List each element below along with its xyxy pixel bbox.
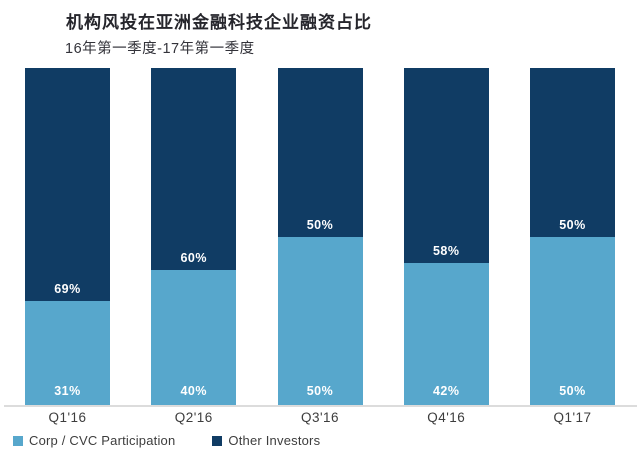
chart-title: 机构风投在亚洲金融科技企业融资占比: [66, 13, 372, 32]
stacked-bar: 50% 50%: [277, 68, 363, 405]
stacked-bar: 50% 50%: [530, 68, 615, 405]
segment-value-label: 58%: [432, 244, 460, 258]
plot-area: 69% 31% 60% 40% 50% 50% 58% 42% 50% 50%: [0, 68, 640, 407]
legend-swatch-icon: [212, 435, 223, 446]
legend-item: Other Investors: [212, 433, 320, 448]
x-axis-line: [4, 405, 637, 407]
segment-other-investors: 50%: [530, 68, 615, 237]
segment-corp-cvc: 42%: [403, 263, 489, 405]
chart-subtitle: 16年第一季度-17年第一季度: [65, 41, 255, 57]
segment-value-label: 50%: [559, 384, 586, 398]
segment-corp-cvc: 50%: [530, 237, 615, 405]
x-axis-label: Q1'17: [553, 410, 592, 425]
segment-corp-cvc: 40%: [151, 270, 237, 405]
stacked-bar: 58% 42%: [403, 68, 489, 405]
x-axis-labels: Q1'16 Q2'16 Q3'16 Q4'16 Q1'17: [0, 410, 640, 430]
segment-value-label: 31%: [54, 384, 81, 398]
segment-value-label: 40%: [180, 384, 208, 398]
legend-item: Corp / CVC Participation: [13, 433, 175, 448]
segment-other-investors: 69%: [25, 68, 110, 301]
segment-value-label: 42%: [432, 384, 460, 398]
segment-value-label: 50%: [306, 384, 334, 398]
stacked-bar: 69% 31%: [25, 68, 110, 405]
segment-corp-cvc: 50%: [277, 237, 363, 405]
segment-corp-cvc: 31%: [25, 301, 110, 405]
legend-label: Other Investors: [228, 433, 321, 448]
legend-swatch-icon: [13, 435, 23, 446]
x-axis-label: Q3'16: [300, 410, 340, 425]
stacked-bar: 60% 40%: [151, 68, 237, 405]
x-axis-label: Q1'16: [48, 410, 87, 425]
segment-value-label: 69%: [54, 282, 81, 296]
segment-value-label: 50%: [559, 218, 586, 232]
x-axis-label: Q4'16: [427, 410, 466, 425]
legend-label: Corp / CVC Participation: [29, 433, 176, 448]
segment-other-investors: 60%: [151, 68, 237, 270]
legend: Corp / CVC Participation Other Investors: [13, 433, 320, 448]
segment-value-label: 50%: [306, 218, 334, 232]
segment-value-label: 60%: [180, 251, 208, 265]
x-axis-label: Q2'16: [174, 410, 213, 425]
segment-other-investors: 50%: [277, 68, 363, 237]
segment-other-investors: 58%: [403, 68, 489, 263]
